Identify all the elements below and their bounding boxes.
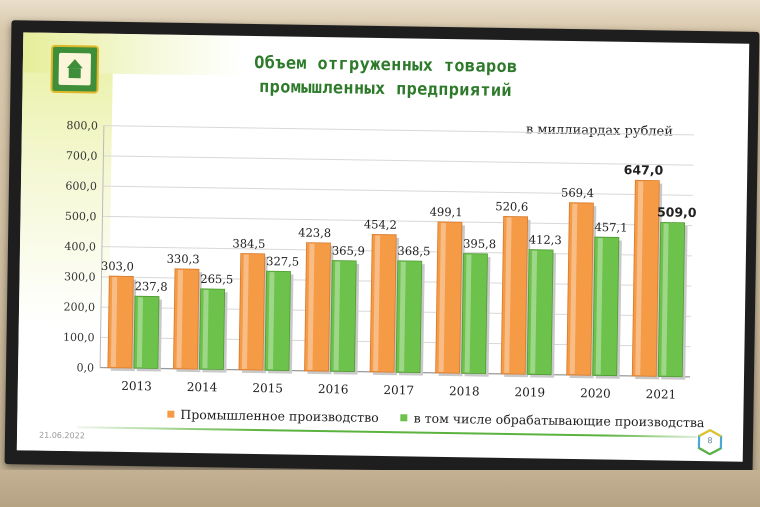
bar-value-label: 520,6	[495, 199, 528, 214]
bar-highlight	[569, 203, 578, 375]
bar-value-label: 509,0	[657, 204, 697, 220]
y-tick-label: 600,0	[65, 180, 97, 193]
bar-value-label: 384,5	[232, 236, 265, 251]
bar-highlight	[504, 217, 512, 374]
y-tick-label: 400,0	[64, 240, 96, 253]
bar-value-label: 237,8	[135, 279, 168, 294]
y-axis-line	[99, 125, 105, 368]
x-axis-ticks: 2013 2014 2015 2016 2017 2018 2019 2020 2021	[121, 379, 676, 402]
monitor-bezel: Объем отгруженных товаров промышленных п…	[4, 20, 760, 476]
bar-manufacturing	[526, 249, 554, 376]
bar-value-label: 265,5	[200, 272, 233, 287]
y-tick-label: 500,0	[65, 210, 97, 223]
bar-chart: 0,0 100,0 200,0 300,0 400,0 500,0 600,0 700,0 80…	[63, 119, 697, 402]
x-tick-label: 2014	[187, 380, 218, 394]
bar-highlight	[464, 254, 472, 373]
legend-swatch-green	[400, 414, 408, 422]
room-floor	[0, 470, 760, 507]
bar-value-label: 647,0	[624, 162, 664, 178]
y-tick-label: 100,0	[63, 331, 95, 344]
bar-manufacturing	[330, 260, 357, 372]
bar-production	[566, 202, 594, 376]
bar-highlight	[530, 250, 538, 374]
bar-manufacturing	[461, 253, 488, 375]
bar-value-label: 330,3	[167, 252, 200, 267]
bar-production	[304, 242, 331, 372]
slide-date: 21.06.2022	[38, 430, 85, 441]
bar-highlight	[136, 297, 143, 368]
x-tick-label: 2020	[580, 386, 611, 400]
bar-production	[173, 268, 200, 370]
bar-value-label: 423,8	[298, 225, 331, 240]
bar-production	[369, 234, 397, 373]
bar-value-label: 457,1	[594, 220, 627, 235]
bar-production	[107, 275, 134, 369]
x-tick-label: 2017	[383, 383, 414, 397]
x-tick-label: 2016	[318, 382, 349, 396]
grid-line	[103, 155, 694, 166]
x-tick-label: 2013	[121, 379, 152, 393]
bar-value-label: 412,3	[529, 233, 562, 248]
bar-highlight	[399, 261, 406, 372]
bar-highlight	[373, 235, 381, 371]
page-number: 8	[707, 436, 713, 446]
bar-highlight	[110, 277, 118, 367]
bar-highlight	[176, 269, 183, 368]
bar-manufacturing	[592, 236, 620, 377]
page-number-badge: 8	[697, 428, 723, 456]
legend-swatch-orange	[167, 410, 175, 418]
bar-manufacturing	[395, 260, 423, 374]
bar-highlight	[307, 243, 315, 370]
y-tick-label: 700,0	[66, 149, 98, 162]
x-tick-label: 2015	[252, 381, 283, 395]
x-tick-label: 2018	[449, 384, 480, 398]
x-tick-label: 2019	[514, 385, 545, 399]
chart-bars	[107, 179, 688, 380]
bar-value-label: 327,5	[266, 254, 299, 269]
y-axis-ticks: 0,0 100,0 200,0 300,0 400,0 500,0 600,0 700,0 80…	[63, 119, 98, 374]
y-tick-label: 200,0	[63, 301, 95, 314]
bar-highlight	[267, 272, 275, 370]
grid-line	[103, 125, 694, 136]
grid-line	[102, 185, 693, 196]
y-tick-label: 800,0	[66, 119, 98, 132]
bar-manufacturing	[657, 221, 686, 378]
slide-screen: Объем отгруженных товаров промышленных п…	[16, 32, 750, 462]
bar-value-label: 499,1	[430, 205, 463, 220]
bar-highlight	[241, 254, 249, 369]
bar-production	[631, 179, 660, 377]
legend-label-series1: Промышленное производство	[180, 406, 379, 425]
bar-value-label: 395,8	[463, 237, 496, 252]
y-tick-label: 0,0	[76, 361, 94, 374]
y-tick-label: 300,0	[64, 270, 96, 283]
bar-production	[435, 221, 463, 374]
bar-value-label: 365,9	[332, 244, 365, 259]
bar-production	[500, 216, 529, 375]
hexagon-icon	[697, 428, 723, 456]
bar-value-label: 368,5	[397, 244, 430, 259]
bar-highlight	[333, 261, 341, 371]
bar-highlight	[202, 289, 209, 369]
bar-highlight	[661, 223, 669, 376]
bar-manufacturing	[133, 295, 160, 369]
bar-highlight	[438, 222, 446, 372]
bar-highlight	[635, 181, 644, 376]
bar-value-label: 454,2	[364, 217, 397, 232]
bar-production	[238, 253, 266, 371]
bar-highlight	[595, 238, 603, 375]
x-tick-label: 2021	[646, 387, 677, 401]
bar-value-label: 569,4	[561, 186, 594, 201]
bar-manufacturing	[264, 270, 291, 371]
bar-manufacturing	[199, 288, 226, 370]
bar-value-label: 303,0	[101, 259, 134, 274]
